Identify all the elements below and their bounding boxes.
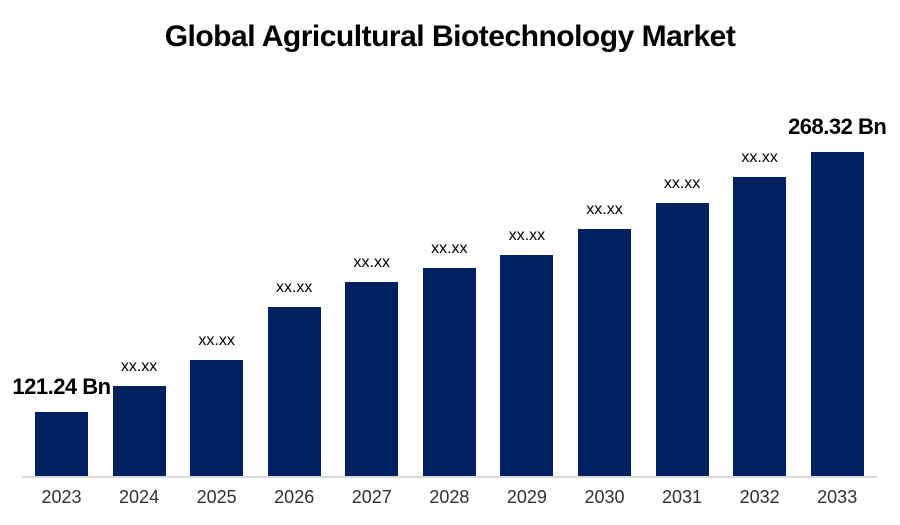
x-axis-line (22, 476, 877, 478)
bar-2029 (500, 255, 554, 477)
bar-value-label-2024: xx.xx (120, 358, 158, 375)
x-tick-label-2027: 2027 (351, 487, 392, 507)
bar-2032 (733, 177, 787, 477)
x-tick-label-2028: 2028 (429, 487, 470, 507)
bar-2024 (112, 386, 166, 477)
bar-value-label-2028: xx.xx (431, 240, 468, 257)
bar-value-label-2023: 121.24 Bn (12, 374, 111, 399)
bar-2023 (35, 412, 88, 477)
bar-2028 (422, 268, 476, 477)
bar-value-label-2032: xx.xx (741, 149, 778, 166)
x-tick-label-2029: 2029 (506, 487, 547, 507)
bar-value-label-2029: xx.xx (508, 227, 546, 244)
bar-2033 (810, 152, 864, 477)
chart-title: Global Agricultural Biotechnology Market (164, 20, 736, 53)
x-tick-label-2023: 2023 (41, 487, 82, 507)
bar-2026 (267, 307, 321, 477)
bar-value-label-2027: xx.xx (353, 254, 390, 271)
bar-value-label-2031: xx.xx (663, 175, 701, 192)
x-tick-label-2031: 2031 (662, 487, 703, 507)
bar-value-label-2033: 268.32 Bn (788, 114, 887, 139)
x-tick-label-2033: 2033 (817, 487, 858, 507)
bar-value-label-2030: xx.xx (586, 201, 623, 218)
bar-2027 (345, 282, 399, 477)
bar-2030 (577, 229, 631, 477)
bar-value-label-2025: xx.xx (198, 332, 235, 349)
x-tick-label-2032: 2032 (739, 487, 780, 507)
x-tick-label-2030: 2030 (584, 487, 625, 507)
x-tick-label-2025: 2025 (196, 487, 237, 507)
x-tick-label-2026: 2026 (274, 487, 315, 507)
x-tick-label-2024: 2024 (119, 487, 160, 507)
bar-2031 (655, 203, 709, 477)
bar-2025 (190, 360, 244, 477)
bar-value-label-2026: xx.xx (275, 279, 313, 296)
